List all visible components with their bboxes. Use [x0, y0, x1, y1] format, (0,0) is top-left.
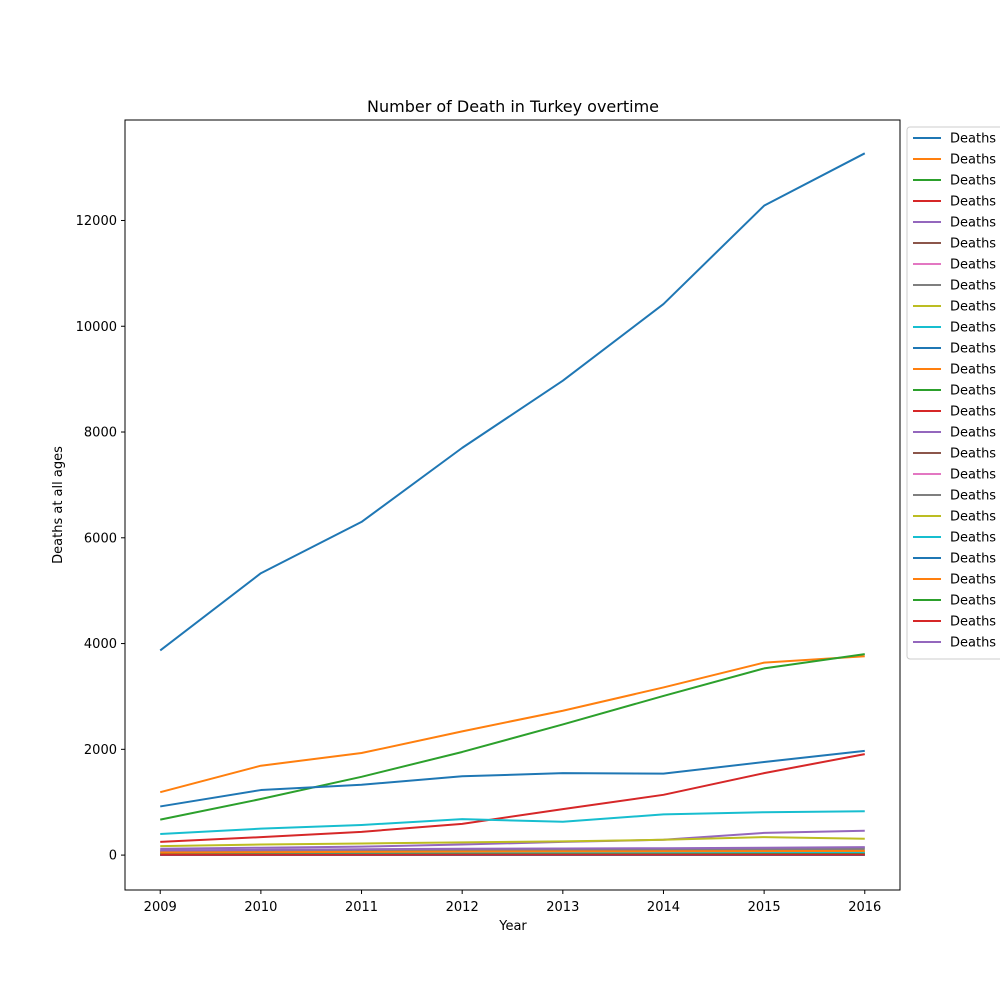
legend-label: Deaths [950, 447, 996, 462]
y-axis-title: Deaths at all ages [51, 446, 66, 564]
legend-label: Deaths [950, 279, 996, 294]
series-line-2 [159, 655, 865, 794]
series-line-11 [160, 749, 865, 808]
x-tick-label: 2013 [546, 900, 579, 915]
y-tick-label: 6000 [84, 531, 117, 546]
chart-title: Number of Death in Turkey overtime [367, 97, 659, 116]
y-tick-label: 4000 [84, 637, 117, 652]
plot-area [159, 152, 866, 857]
legend-label: Deaths [950, 489, 996, 504]
x-tick-label: 2011 [345, 900, 378, 915]
legend-label: Deaths [950, 258, 996, 273]
x-tick-label: 2016 [848, 900, 881, 915]
y-tick-label: 0 [109, 849, 117, 864]
legend-label: Deaths [950, 300, 996, 315]
legend-label: Deaths [950, 153, 996, 168]
series-line-10 [160, 810, 865, 835]
legend-label: Deaths [950, 594, 996, 609]
legend-box [906, 126, 1000, 660]
y-tick-label: 12000 [76, 214, 117, 229]
x-tick-label: 2012 [446, 900, 479, 915]
x-tick-label: 2010 [244, 900, 277, 915]
x-tick-label: 2015 [748, 900, 781, 915]
legend-label: Deaths [950, 405, 996, 420]
plot-frame [124, 119, 901, 891]
legend-label: Deaths [950, 195, 996, 210]
x-axis: 2009 2010 2011 2012 2013 2014 2015 2016 [144, 890, 881, 915]
x-tick-label: 2014 [647, 900, 680, 915]
legend-label: Deaths [950, 552, 996, 567]
series-line-5 [160, 829, 865, 850]
series-line-3 [160, 653, 865, 821]
legend-label: Deaths [950, 384, 996, 399]
legend-label: Deaths [950, 468, 996, 483]
legend: Deaths Deaths Deaths Deaths Deaths Deaths Deat… [906, 126, 1000, 660]
y-tick-label: 2000 [84, 743, 117, 758]
legend-label: Deaths [950, 174, 996, 189]
series-line-9 [160, 836, 865, 848]
legend-label: Deaths [950, 426, 996, 441]
legend-label: Deaths [950, 363, 996, 378]
legend-label: Deaths [950, 510, 996, 525]
series-line-4 [160, 753, 865, 843]
series-line-1 [159, 152, 866, 652]
series-line-25 [160, 846, 865, 852]
y-axis: 0 2000 4000 6000 8000 10000 12000 [76, 214, 125, 864]
legend-label: Deaths [950, 321, 996, 336]
legend-label: Deaths [950, 636, 996, 651]
legend-label: Deaths [950, 342, 996, 357]
legend-label: Deaths [950, 132, 996, 147]
y-tick-label: 8000 [84, 426, 117, 441]
legend-label: Deaths [950, 531, 996, 546]
legend-label: Deaths [950, 216, 996, 231]
legend-label: Deaths [950, 615, 996, 630]
legend-label: Deaths [950, 237, 996, 252]
x-tick-label: 2009 [144, 900, 177, 915]
y-tick-label: 10000 [76, 320, 117, 335]
legend-label: Deaths [950, 573, 996, 588]
series-line-22 [160, 849, 865, 854]
x-axis-title: Year [498, 919, 527, 934]
